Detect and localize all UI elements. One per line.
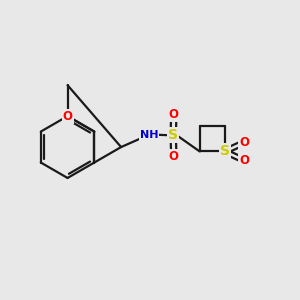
Text: O: O (63, 110, 73, 123)
Text: O: O (169, 108, 179, 121)
Text: S: S (220, 145, 230, 158)
Text: O: O (239, 136, 249, 149)
Text: S: S (168, 128, 178, 142)
Text: O: O (169, 150, 179, 163)
Text: NH: NH (140, 130, 158, 140)
Text: O: O (239, 154, 249, 167)
